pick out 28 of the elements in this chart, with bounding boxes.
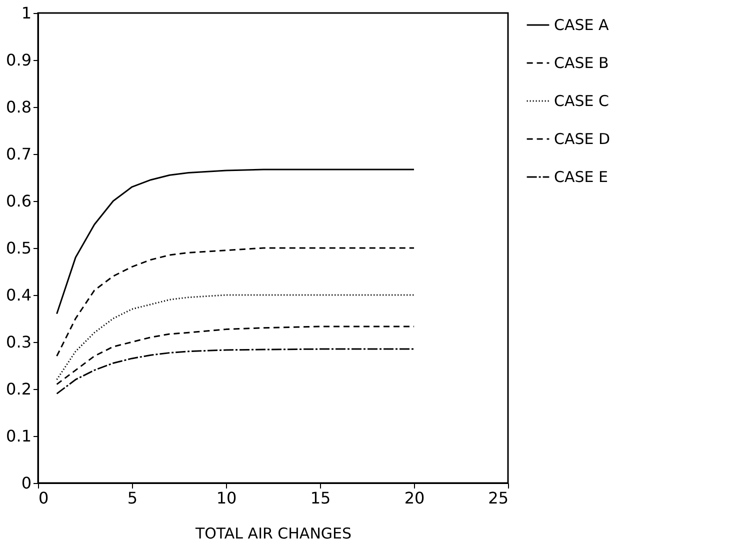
y-tick-label: 0.2 [6,380,32,398]
y-tick-label: 0.4 [6,286,32,304]
line-series [56,326,415,386]
x-tick-label: 20 [404,488,425,508]
x-tick-label: 15 [310,488,331,508]
line-series [56,348,415,394]
legend-label: CASE C [554,92,609,110]
legend-label: CASE E [554,168,608,186]
y-tick-label: 0.8 [6,98,32,116]
line-series [56,247,415,357]
y-tick-label: 0.3 [6,332,32,352]
line-series [56,294,415,380]
legend-label: CASE A [554,16,610,34]
x-tick-label: 5 [127,488,138,508]
y-tick-label: 0.1 [6,426,32,446]
y-tick-label: 0.5 [6,238,32,258]
y-tick-label: 0.9 [6,50,32,70]
y-tick-label: 0.6 [6,192,32,210]
y-tick-label: 1 [21,4,32,22]
y-tick-label: 0 [21,474,32,492]
x-axis-title: TOTAL AIR CHANGES [194,524,352,542]
x-tick-label: 0 [38,488,49,508]
legend-label: CASE D [554,130,610,148]
x-tick-label: 25 [488,488,508,508]
x-tick-label: 10 [216,488,237,508]
legend-label: CASE B [554,54,609,72]
y-tick-label: 0.7 [6,144,32,164]
line-series [56,168,415,315]
